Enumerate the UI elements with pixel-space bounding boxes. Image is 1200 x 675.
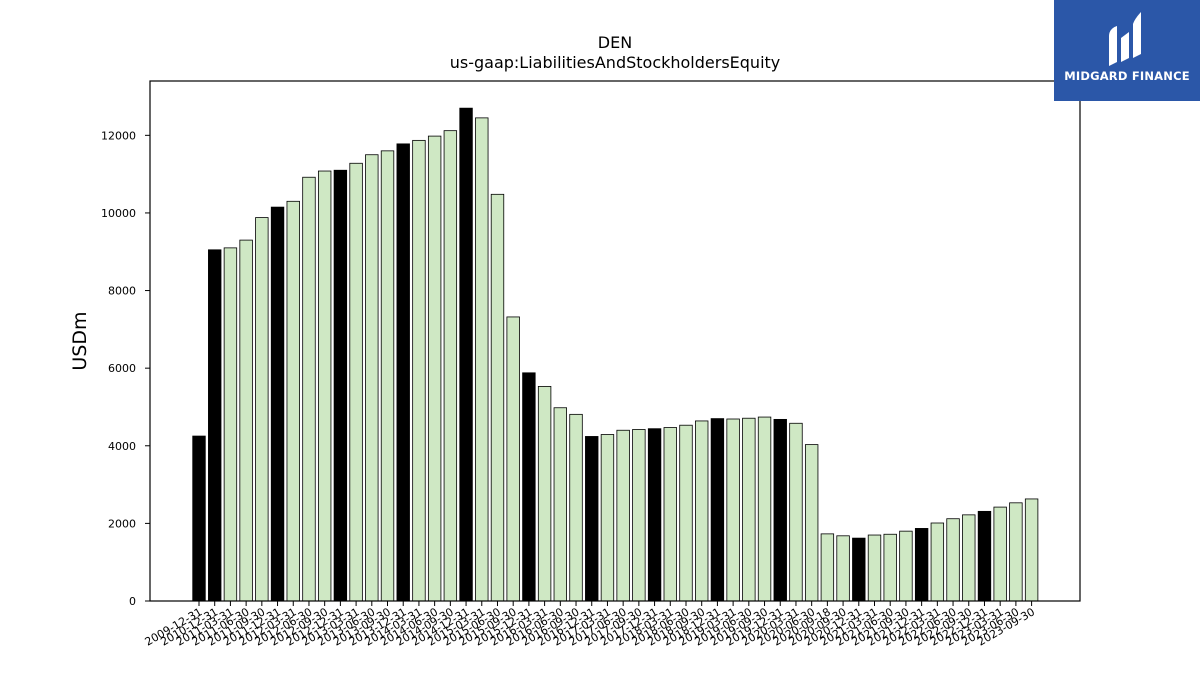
bar [946,518,960,602]
bar [317,170,332,602]
bar [427,135,442,602]
y-tick-label: 6000 [108,362,136,375]
bar [1009,502,1023,602]
bar [302,176,316,602]
bar [632,429,646,602]
bar [239,239,253,602]
bar [208,249,222,602]
bar [537,385,552,602]
bar [679,424,693,602]
y-tick-label: 10000 [101,207,136,220]
bar [553,407,568,602]
bar [647,428,662,602]
bar [412,139,426,602]
y-tick-label: 12000 [101,129,136,142]
bar [977,510,992,602]
bar [883,533,897,602]
logo-text: MIDGARD FINANCE [1064,69,1190,83]
bar [255,217,269,602]
bar [852,537,866,602]
y-tick-label: 8000 [108,285,136,298]
bar [710,418,725,602]
bar [663,427,677,602]
bar [899,530,913,602]
bar [365,154,379,602]
bar [270,206,285,602]
bar [349,162,363,602]
bar [962,514,976,602]
brand-logo: MIDGARD FINANCE [1054,0,1200,101]
bar [333,169,348,602]
chart-subtitle: us-gaap:LiabilitiesAndStockholdersEquity [450,53,781,72]
bar [726,418,740,602]
bar [930,522,945,602]
x-ticks: 2009-12-312010-12-312011-03-312011-06-30… [143,601,1037,649]
bar [914,528,929,602]
bar [742,417,756,602]
bar [223,247,238,602]
bar [616,429,630,602]
bar [600,434,615,602]
bar [836,535,850,602]
bar [569,413,583,602]
bar [192,435,206,602]
bar [522,372,536,602]
bar [789,422,803,602]
bar [380,150,395,602]
y-tick-label: 2000 [108,517,136,530]
bar [695,420,709,602]
bar [459,107,473,602]
y-tick-label: 4000 [108,440,136,453]
bar [443,130,458,602]
bar [286,200,300,602]
bar [490,193,505,602]
bar [773,418,787,602]
y-ticks: 0 2000 4000 6000 8000 10000 12000 [101,129,150,608]
bar [804,444,819,602]
bar [757,416,772,602]
bar [1024,498,1039,602]
bar [396,143,410,602]
plot-frame [149,80,1081,602]
y-tick-label: 0 [129,595,136,608]
bar [585,436,599,602]
midgard-logo-icon [1109,12,1141,66]
bar [993,506,1007,602]
y-axis-label: USDm [69,311,91,370]
bar [506,316,520,602]
bars-group [192,107,1039,602]
bar [820,533,835,602]
bar [475,117,489,602]
bar [867,534,882,602]
chart-title: DEN [598,33,632,52]
